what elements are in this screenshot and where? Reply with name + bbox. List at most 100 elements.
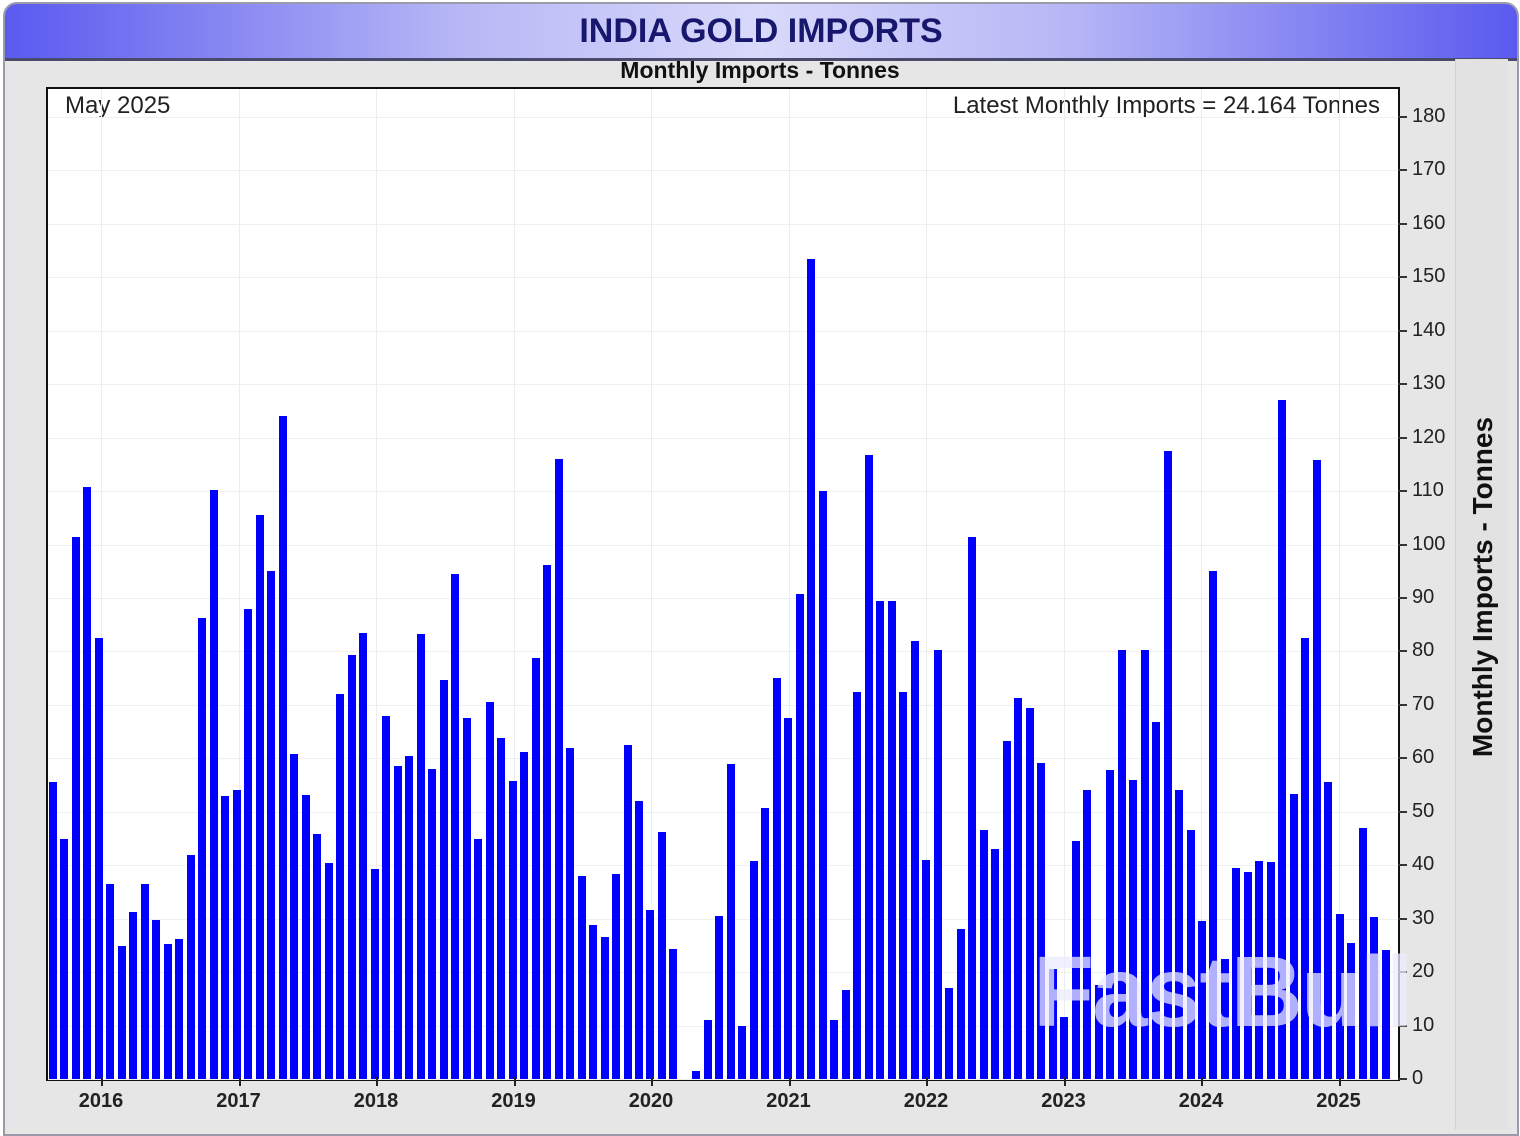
- gridline-vertical: [101, 89, 102, 1079]
- bar: [267, 571, 276, 1079]
- bar: [1083, 790, 1092, 1079]
- watermark: FastBull: [1033, 936, 1413, 1048]
- y-axis-title: Monthly Imports - Tonnes: [1467, 416, 1498, 758]
- bar: [1175, 790, 1184, 1079]
- y-tick-label: 110: [1412, 479, 1444, 502]
- y-tick-label: 70: [1412, 692, 1435, 715]
- bar: [749, 860, 758, 1079]
- bar: [1037, 762, 1046, 1079]
- x-tick: [651, 1077, 653, 1086]
- x-tick-label: 2016: [78, 1090, 124, 1112]
- y-tick-label: 80: [1412, 639, 1435, 662]
- bar: [1220, 959, 1229, 1079]
- bar: [1025, 707, 1034, 1079]
- y-tick-label: 60: [1412, 746, 1435, 769]
- gridline-vertical: [376, 89, 377, 1079]
- bar: [439, 679, 448, 1079]
- bar: [1129, 779, 1138, 1079]
- y-tick-label: 160: [1412, 211, 1446, 234]
- bar: [462, 717, 471, 1079]
- bar: [830, 1020, 839, 1079]
- bar: [1186, 829, 1195, 1079]
- bar: [393, 765, 402, 1079]
- bar: [1289, 793, 1298, 1079]
- bar: [1117, 649, 1126, 1079]
- bar: [405, 755, 414, 1079]
- x-tick-label: 2017: [216, 1090, 261, 1112]
- latest-imports-label: Latest Monthly Imports = 24.164 Tonnes: [952, 92, 1380, 119]
- y-tick-label: 0: [1412, 1067, 1424, 1089]
- bar: [910, 640, 919, 1079]
- bar: [726, 764, 735, 1079]
- bar: [370, 868, 379, 1079]
- y-tick-label: 140: [1412, 318, 1446, 341]
- bar: [83, 486, 92, 1079]
- bar: [140, 883, 149, 1079]
- gridline-vertical: [1063, 89, 1065, 1079]
- y-tick: [1398, 971, 1407, 974]
- y-axis-strip: [1455, 59, 1508, 1129]
- bar: [715, 916, 724, 1079]
- bar: [772, 678, 781, 1079]
- y-tick: [1398, 276, 1407, 279]
- bar: [301, 794, 310, 1079]
- gridline-vertical: [1201, 89, 1202, 1079]
- x-tick: [1063, 1077, 1066, 1086]
- bar: [474, 838, 483, 1079]
- gridline-horizontal: [48, 437, 1398, 439]
- gridline-horizontal: [48, 491, 1398, 493]
- chart-title: INDIA GOLD IMPORTS: [579, 12, 943, 50]
- y-tick-label: 130: [1412, 372, 1446, 395]
- bar: [244, 608, 253, 1079]
- bar: [1243, 872, 1252, 1079]
- y-tick: [1398, 329, 1407, 332]
- x-tick: [513, 1077, 516, 1086]
- bar: [853, 692, 862, 1079]
- y-tick: [1398, 116, 1407, 118]
- bar: [1335, 914, 1344, 1079]
- chart-subtitle: Monthly Imports - Tonnes: [620, 57, 900, 83]
- y-tick-label: 10: [1412, 1013, 1435, 1036]
- gridline-horizontal: [48, 117, 1398, 118]
- y-tick-label: 20: [1412, 960, 1435, 983]
- bar: [209, 490, 218, 1079]
- bar: [359, 633, 368, 1079]
- bar: [738, 1026, 747, 1079]
- y-tick-label: 150: [1412, 265, 1446, 288]
- x-tick-label: 2020: [628, 1090, 674, 1112]
- bar: [1198, 921, 1206, 1079]
- bar: [94, 638, 103, 1079]
- bar: [864, 454, 873, 1079]
- date-label: May 2025: [65, 92, 171, 119]
- y-tick: [1398, 1024, 1407, 1027]
- bar: [163, 943, 172, 1079]
- y-tick-label: 40: [1412, 853, 1435, 876]
- bar: [1347, 942, 1356, 1079]
- y-tick: [1398, 383, 1407, 386]
- bar: [324, 863, 333, 1079]
- gridline-horizontal: [48, 223, 1398, 225]
- gridline-horizontal: [48, 384, 1398, 386]
- gridline-horizontal: [48, 598, 1398, 599]
- bar: [577, 875, 586, 1079]
- bar: [703, 1020, 712, 1079]
- gridline-vertical: [926, 89, 927, 1079]
- bar: [1255, 860, 1264, 1079]
- bar: [255, 514, 264, 1079]
- bar: [508, 780, 517, 1079]
- bar: [899, 692, 908, 1079]
- y-tick: [1398, 810, 1407, 813]
- gridline-vertical: [513, 89, 515, 1079]
- x-tick-label: 2023: [1041, 1090, 1086, 1112]
- bar: [1209, 571, 1218, 1079]
- bar: [1324, 781, 1333, 1079]
- plot-area: May 2025 Latest Monthly Imports = 24.164…: [46, 87, 1400, 1081]
- bar: [1002, 741, 1011, 1079]
- bar: [876, 601, 885, 1079]
- y-tick: [1398, 597, 1407, 599]
- bar: [1163, 450, 1172, 1079]
- bar: [543, 564, 552, 1079]
- bar: [198, 618, 207, 1079]
- bar: [657, 832, 666, 1079]
- gridline-vertical: [1338, 89, 1340, 1079]
